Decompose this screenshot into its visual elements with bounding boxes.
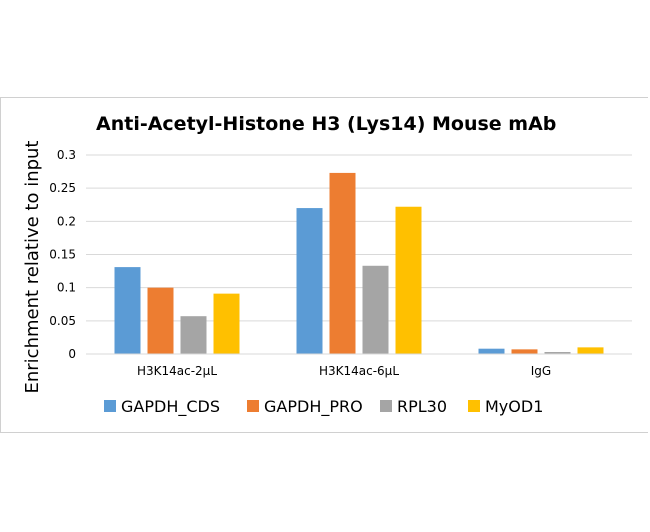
legend-label: GAPDH_CDS — [121, 397, 220, 417]
chart-frame — [0, 97, 648, 433]
legend-label: GAPDH_PRO — [264, 397, 363, 417]
y-tick-label: 0.25 — [49, 181, 76, 195]
x-category-label: H3K14ac-6μL — [319, 364, 399, 378]
bar-gapdh-cds — [296, 208, 323, 354]
bar-myod1 — [395, 206, 422, 354]
legend: GAPDH_CDS GAPDH_PRO RPL30 MyOD1 — [104, 397, 543, 417]
y-tick-label: 0.1 — [57, 281, 76, 295]
y-tick-label: 0 — [68, 347, 76, 361]
y-tick-label: 0.3 — [57, 148, 76, 162]
legend-swatch — [104, 400, 116, 412]
y-tick-label: 0.05 — [49, 314, 76, 328]
bar-gapdh-pro — [147, 287, 174, 354]
gridlines — [86, 154, 632, 322]
y-axis-label: Enrichment relative to input — [22, 141, 43, 394]
legend-swatch — [247, 400, 259, 412]
y-tick-label: 0.2 — [57, 214, 76, 228]
legend-swatch — [468, 400, 480, 412]
bar-rpl30 — [180, 316, 207, 354]
bars — [114, 172, 604, 354]
y-tick-label: 0.15 — [49, 248, 76, 262]
bar-gapdh-cds — [478, 348, 505, 354]
bar-myod1 — [577, 347, 604, 354]
bar-rpl30 — [362, 265, 389, 354]
bar-gapdh-pro — [511, 349, 538, 354]
legend-label: MyOD1 — [485, 397, 543, 416]
legend-label: RPL30 — [397, 397, 447, 416]
x-category-label: IgG — [531, 364, 551, 378]
x-axis-labels: H3K14ac-2μL H3K14ac-6μL IgG — [137, 364, 551, 378]
y-axis-ticks: 0 0.05 0.1 0.15 0.2 0.25 0.3 — [49, 148, 76, 361]
bar-rpl30 — [544, 352, 571, 354]
bar-gapdh-pro — [329, 172, 356, 354]
x-category-label: H3K14ac-2μL — [137, 364, 217, 378]
bar-myod1 — [213, 293, 240, 354]
legend-swatch — [380, 400, 392, 412]
chart-title: Anti-Acetyl-Histone H3 (Lys14) Mouse mAb — [96, 113, 556, 135]
bar-gapdh-cds — [114, 267, 141, 354]
